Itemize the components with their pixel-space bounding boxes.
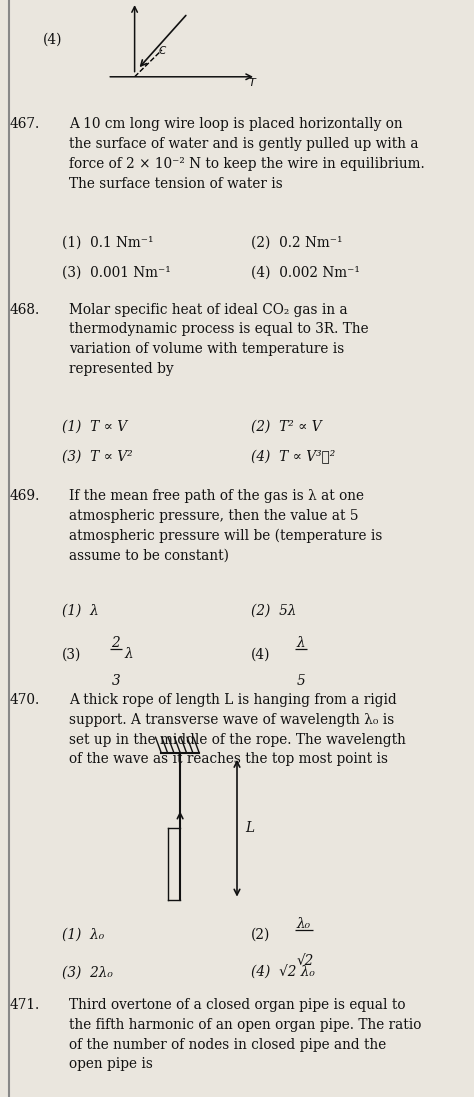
Text: (2)  0.2 Nm⁻¹: (2) 0.2 Nm⁻¹ (251, 236, 343, 250)
Text: If the mean free path of the gas is λ at one
atmospheric pressure, then the valu: If the mean free path of the gas is λ at… (69, 489, 382, 563)
Text: 469.: 469. (9, 489, 40, 504)
Text: A thick rope of length L is hanging from a rigid
support. A transverse wave of w: A thick rope of length L is hanging from… (69, 693, 406, 767)
Text: Molar specific heat of ideal CO₂ gas in a
thermodynamic process is equal to 3R. : Molar specific heat of ideal CO₂ gas in … (69, 303, 368, 376)
Text: λ: λ (125, 647, 133, 661)
Text: 3: 3 (111, 674, 120, 688)
Text: L: L (246, 822, 255, 835)
Text: 470.: 470. (9, 693, 40, 708)
Text: (4): (4) (251, 647, 271, 661)
Text: (3)  T ∝ V²: (3) T ∝ V² (62, 450, 132, 464)
Text: 2: 2 (111, 636, 120, 651)
Text: (3)  0.001 Nm⁻¹: (3) 0.001 Nm⁻¹ (62, 265, 170, 280)
Text: 468.: 468. (9, 303, 40, 317)
Text: (3)  2λ₀: (3) 2λ₀ (62, 965, 112, 980)
Text: A 10 cm long wire loop is placed horizontally on
the surface of water and is gen: A 10 cm long wire loop is placed horizon… (69, 117, 425, 191)
Text: λ₀: λ₀ (296, 917, 310, 931)
Text: 467.: 467. (9, 117, 40, 132)
Text: (2): (2) (251, 928, 271, 942)
Text: (3): (3) (62, 647, 81, 661)
Text: Third overtone of a closed organ pipe is equal to
the fifth harmonic of an open : Third overtone of a closed organ pipe is… (69, 998, 421, 1072)
Text: √2: √2 (296, 954, 313, 969)
Text: (1)  0.1 Nm⁻¹: (1) 0.1 Nm⁻¹ (62, 236, 153, 250)
Text: 471.: 471. (9, 998, 40, 1013)
Text: (4): (4) (43, 33, 62, 47)
Text: (1)  λ: (1) λ (62, 603, 99, 618)
Text: λ: λ (296, 636, 305, 651)
Text: (4)  T ∝ V³ᐟ²: (4) T ∝ V³ᐟ² (251, 450, 336, 464)
Text: (2)  5λ: (2) 5λ (251, 603, 297, 618)
Text: (1)  λ₀: (1) λ₀ (62, 928, 104, 942)
Text: (4)  √2 λ₀: (4) √2 λ₀ (251, 965, 315, 980)
Text: (2)  T² ∝ V: (2) T² ∝ V (251, 420, 322, 434)
Text: (1)  T ∝ V: (1) T ∝ V (62, 420, 127, 434)
Text: 5: 5 (296, 674, 305, 688)
Text: (4)  0.002 Nm⁻¹: (4) 0.002 Nm⁻¹ (251, 265, 360, 280)
